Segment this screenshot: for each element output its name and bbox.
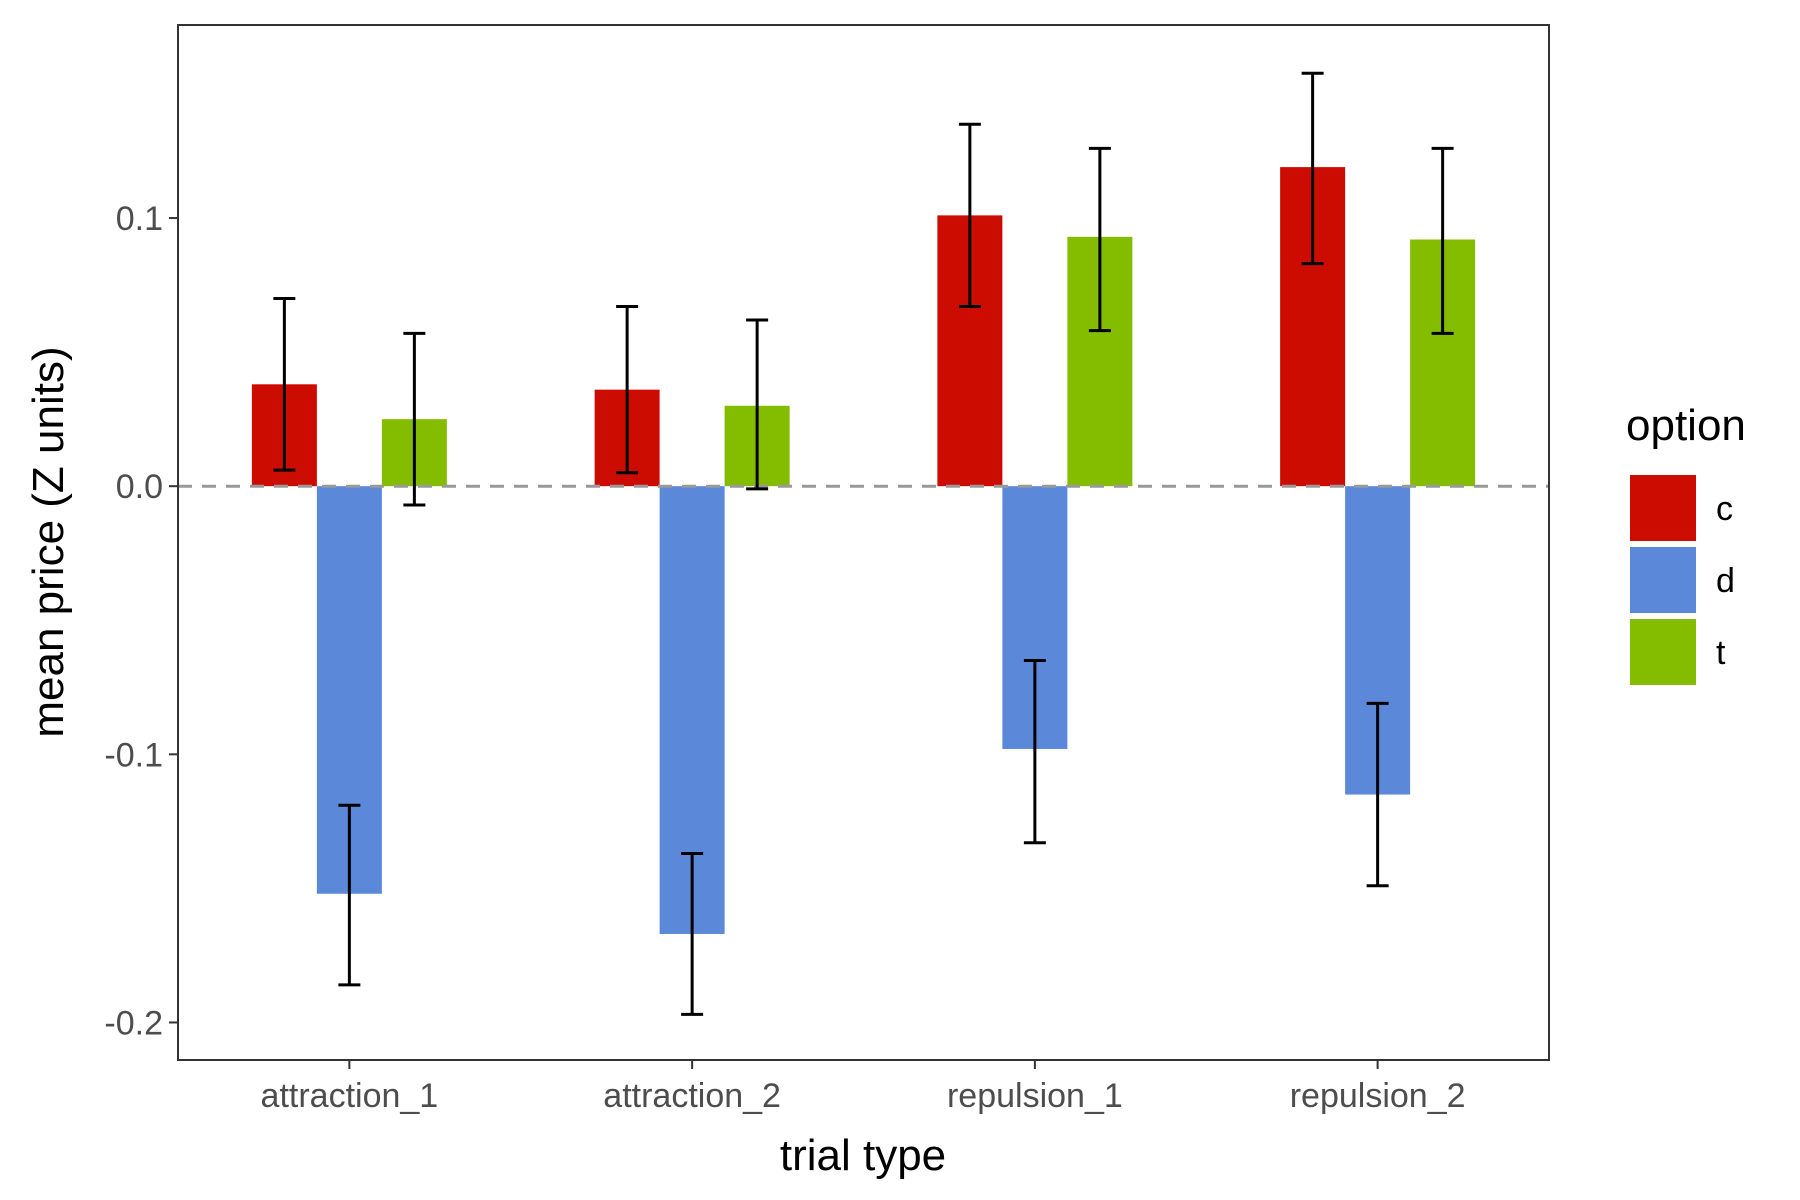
plot-panel-border (177, 24, 1550, 1061)
y-tick-label: 0.0 (116, 468, 163, 506)
legend: option cdt (1626, 401, 1746, 685)
x-tick-label: attraction_2 (603, 1077, 781, 1115)
error-bar-c-repulsion_1 (958, 122, 981, 309)
error-bars-layer (273, 71, 1454, 1016)
error-bar-t-attraction_1 (403, 331, 426, 507)
y-tick-label: -0.1 (104, 736, 163, 774)
x-tick-label: repulsion_2 (1290, 1077, 1466, 1115)
x-tick-label: repulsion_1 (947, 1077, 1123, 1115)
legend-swatch-c (1630, 475, 1696, 541)
y-axis-title: mean price (Z units) (24, 346, 73, 737)
x-axis-title: trial type (780, 1131, 946, 1180)
x-axis: attraction_1 attraction_2 repulsion_1 repul… (261, 1060, 1466, 1115)
error-bar-c-attraction_2 (616, 305, 639, 475)
legend-swatch-t (1630, 619, 1696, 685)
legend-title: option (1626, 401, 1746, 450)
y-tick-label: -0.2 (104, 1004, 163, 1042)
y-axis: -0.2 -0.1 0.0 0.1 (104, 200, 178, 1042)
legend-label-t: t (1716, 634, 1726, 672)
error-bar-c-repulsion_2 (1301, 71, 1324, 266)
y-tick-label: 0.1 (116, 200, 163, 238)
error-bar-c-attraction_1 (273, 296, 296, 472)
legend-label-d: d (1716, 562, 1735, 600)
x-tick-label: attraction_1 (261, 1077, 439, 1115)
error-bar-t-repulsion_1 (1088, 146, 1111, 333)
error-bar-t-attraction_2 (746, 318, 769, 491)
legend-label-c: c (1716, 490, 1733, 528)
legend-swatch-d (1630, 547, 1696, 613)
error-bar-d-repulsion_1 (1023, 658, 1046, 845)
error-bar-d-attraction_2 (681, 852, 704, 1016)
error-bar-d-repulsion_2 (1366, 701, 1389, 888)
error-bar-d-attraction_1 (338, 803, 361, 987)
error-bar-t-repulsion_2 (1431, 146, 1454, 335)
